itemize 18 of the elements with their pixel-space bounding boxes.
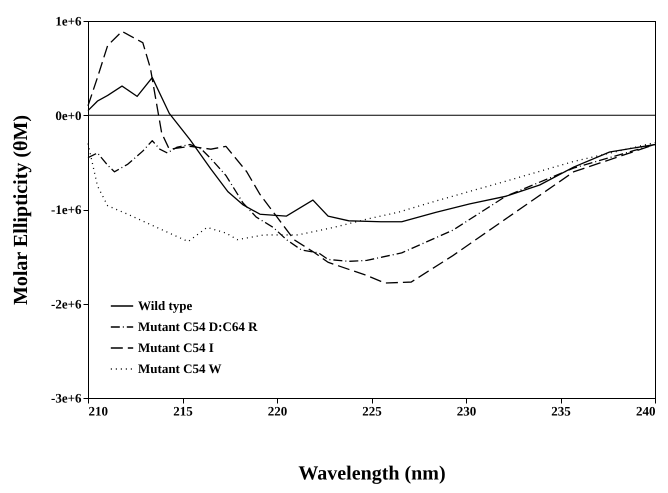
legend-label: Mutant C54 I [138, 340, 214, 355]
y-tick-label: -2e+6 [50, 296, 82, 312]
y-tick-label: -3e+6 [50, 390, 82, 406]
legend-label: Mutant C54 D:C64 R [138, 319, 258, 334]
x-tick-label: 215 [173, 404, 194, 418]
y-axis-title: Molar Ellipticity (θM) [10, 114, 32, 306]
x-tick-label: 210 [88, 404, 108, 418]
legend-label: Wild type [138, 298, 193, 313]
x-tick-label: 230 [456, 404, 476, 418]
y-tick-label: -1e+6 [50, 202, 82, 217]
x-tick-label: 240 [636, 404, 656, 418]
y-tick-label: 1e+6 [55, 14, 82, 28]
x-tick-label: 235 [551, 404, 572, 418]
x-tick-label: 225 [362, 404, 382, 418]
legend-label: Mutant C54 W [138, 361, 222, 376]
x-tick-label: 220 [268, 404, 288, 418]
y-tick-label: 0e+0 [55, 108, 82, 123]
x-axis-title: Wavelength (nm) [298, 462, 446, 484]
